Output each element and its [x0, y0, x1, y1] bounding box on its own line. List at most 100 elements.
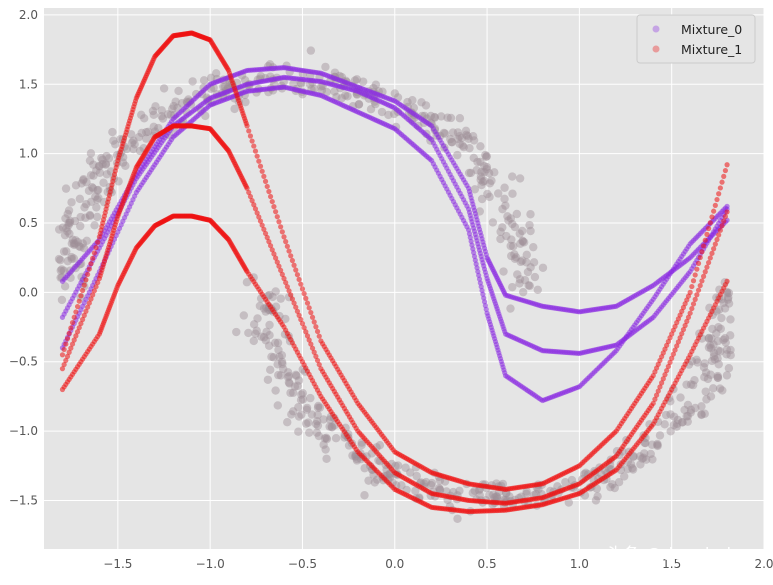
sample-point: [510, 254, 520, 264]
sample-point: [302, 405, 312, 414]
sample-point: [626, 460, 636, 469]
sample-point: [313, 410, 322, 420]
series-point-mixture-1: [311, 319, 317, 325]
sample-point: [505, 492, 514, 501]
sample-point: [286, 388, 295, 398]
series-point-mixture-1: [74, 329, 81, 335]
sample-point: [719, 298, 728, 308]
series-point-mixture-1: [674, 343, 680, 349]
legend-marker-mixture-0: [652, 25, 660, 33]
series-point-mixture-1: [680, 326, 687, 333]
sample-point: [503, 212, 512, 221]
sample-point: [726, 345, 735, 355]
series-points: [59, 30, 730, 515]
sample-point: [436, 112, 446, 121]
series-point-mixture-1: [314, 357, 321, 364]
sample-point: [522, 487, 531, 496]
sample-point: [726, 351, 735, 360]
series-point-mixture-1: [83, 277, 89, 283]
sample-point: [513, 270, 522, 279]
sample-point: [77, 179, 86, 188]
series-point-mixture-1: [699, 278, 705, 284]
sample-point: [455, 486, 464, 495]
sample-point: [480, 176, 489, 186]
series-point-mixture-1: [657, 384, 663, 390]
sample-point: [706, 370, 715, 379]
sample-point: [722, 345, 732, 354]
sample-point: [270, 338, 280, 348]
series-point-mixture-1: [298, 281, 304, 287]
sample-point: [118, 158, 128, 167]
sample-point: [421, 101, 431, 110]
sample-point: [401, 463, 410, 472]
series-point-mixture-1: [80, 316, 86, 323]
sample-point: [322, 454, 331, 463]
sample-point: [661, 410, 671, 420]
sample-point: [439, 128, 449, 138]
sample-point: [312, 416, 322, 426]
series-point-mixture-1: [267, 243, 274, 249]
sample-point: [134, 132, 144, 142]
sample-point: [67, 254, 76, 264]
series-point-mixture-1: [707, 255, 713, 261]
sample-point: [636, 460, 645, 469]
sample-point: [488, 218, 498, 227]
series-point-mixture-1: [256, 158, 262, 164]
sample-point: [487, 176, 496, 185]
sample-point: [699, 363, 709, 372]
sample-point: [372, 475, 382, 484]
sample-point: [141, 134, 151, 143]
series-point-mixture-1: [269, 198, 275, 205]
sample-point: [95, 168, 105, 177]
series-point-mixture-1: [664, 367, 670, 374]
sample-point: [701, 368, 711, 377]
sample-point: [265, 320, 274, 330]
sample-point: [435, 485, 445, 494]
sample-point: [273, 360, 282, 369]
sample-point: [702, 395, 711, 404]
sample-point: [724, 288, 734, 298]
sample-point: [707, 334, 716, 343]
sample-point: [255, 301, 265, 311]
series-point-mixture-1: [299, 286, 306, 292]
series-point-mixture-1: [314, 328, 321, 335]
sample-point: [697, 410, 706, 420]
sample-point: [515, 229, 524, 238]
series-point-mixture-1: [69, 341, 76, 347]
sample-point: [472, 165, 481, 175]
sample-point: [230, 104, 239, 114]
series-point-mixture-1: [689, 305, 695, 312]
sample-point: [327, 423, 337, 432]
sample-point: [259, 304, 269, 313]
sample-point: [313, 421, 323, 430]
sample-point: [276, 294, 285, 303]
sample-point: [63, 227, 72, 236]
sample-point: [434, 483, 444, 493]
series-point-mixture-1: [309, 345, 316, 351]
sample-point: [331, 434, 341, 443]
sample-point: [352, 75, 362, 84]
sample-point: [108, 127, 117, 137]
y-tick-label: 0.5: [19, 216, 38, 230]
series-point-mixture-1: [690, 278, 697, 284]
sample-point: [129, 144, 138, 154]
series-point-mixture-1: [677, 335, 683, 341]
series-point-mixture-1: [697, 254, 703, 261]
sample-point: [99, 178, 108, 187]
sample-point: [688, 380, 698, 390]
sample-point: [485, 192, 494, 202]
sample-point: [470, 185, 480, 194]
series-point-mixture-1: [91, 250, 97, 256]
series-point-mixture-1: [722, 167, 728, 174]
sample-point: [608, 480, 617, 489]
sample-point: [440, 129, 450, 138]
series-point-mixture-1: [716, 191, 722, 197]
sample-point: [287, 410, 296, 419]
sample-point: [354, 100, 364, 109]
series-point-mixture-1: [68, 325, 74, 331]
sample-point: [713, 371, 722, 381]
series-point-mixture-1: [687, 310, 693, 316]
series-point-mixture-1: [93, 245, 99, 251]
series-point-mixture-1: [284, 284, 290, 290]
sample-point: [360, 491, 369, 500]
